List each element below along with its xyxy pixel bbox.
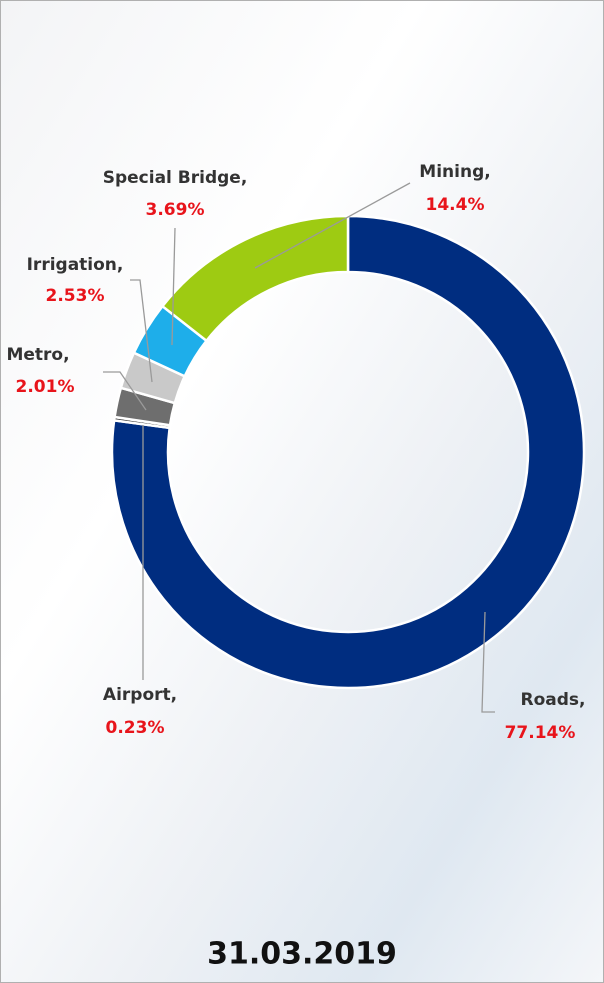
leader-line (130, 279, 153, 383)
category-label: Metro, (6, 345, 69, 365)
leader-line (254, 182, 411, 269)
value-label: 3.69% (146, 200, 205, 220)
donut (110, 214, 586, 690)
category-label: Special Bridge, (103, 168, 248, 188)
donut-slice (160, 214, 350, 343)
value-label: 2.01% (16, 377, 75, 397)
category-label: Airport, (103, 685, 177, 705)
value-label: 77.14% (505, 723, 576, 743)
category-label: Mining, (419, 162, 490, 182)
leader-line (171, 227, 176, 346)
value-label: 2.53% (46, 286, 105, 306)
chart-title: 31.03.2019 (207, 937, 397, 972)
leader-line (481, 611, 495, 713)
donut-slice (110, 214, 586, 690)
leader-line (103, 371, 147, 411)
category-label: Irrigation, (27, 255, 124, 275)
value-label: 14.4% (426, 195, 485, 215)
category-label: Roads, (521, 690, 586, 710)
value-label: 0.23% (106, 718, 165, 738)
